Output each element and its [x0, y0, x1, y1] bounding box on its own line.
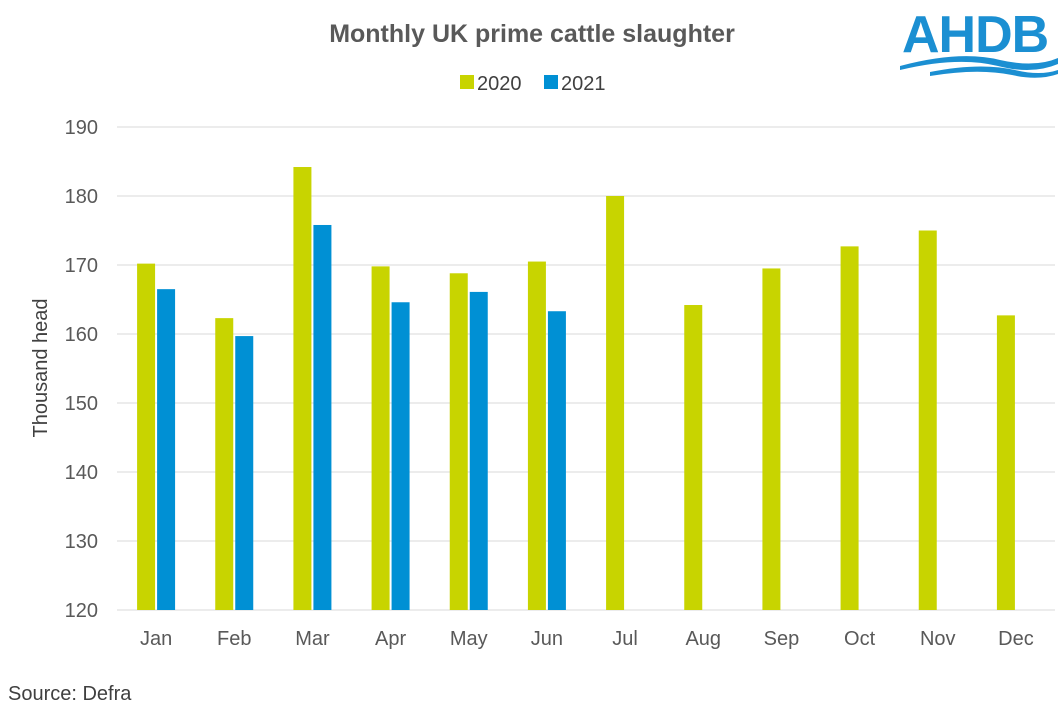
- x-axis-ticks: Jan Feb Mar Apr May Jun Jul Aug Sep Oct Nov Dec: [140, 628, 1034, 650]
- bar-2020-apr: [371, 266, 390, 610]
- x-tick-label: Dec: [998, 628, 1034, 650]
- logo-wave-small-icon: [930, 66, 1058, 78]
- x-tick-label: Apr: [375, 628, 406, 650]
- legend-label-2021: 2021: [561, 73, 606, 95]
- bar-2021-mar: [313, 224, 332, 611]
- source-note: Source: Defra: [8, 683, 132, 705]
- gridlines: [117, 126, 1055, 611]
- y-tick-label: 190: [65, 117, 98, 139]
- x-tick-label: Jun: [531, 628, 563, 650]
- bar-2020-jul: [606, 196, 625, 610]
- ahdb-logo: AHDB: [900, 6, 1058, 78]
- bar-2020-aug: [684, 305, 703, 610]
- y-tick-label: 140: [65, 462, 98, 484]
- legend: 2020 2021: [460, 73, 606, 95]
- x-tick-label: Oct: [844, 628, 876, 650]
- y-tick-label: 180: [65, 186, 98, 208]
- y-axis-ticks: 120 130 140 150 160 170 180 190: [65, 117, 98, 622]
- bar-2020-sep: [762, 268, 781, 610]
- bar-2021-jun: [547, 311, 566, 610]
- bar-2020-oct: [840, 246, 859, 610]
- x-tick-label: Jan: [140, 628, 172, 650]
- legend-label-2020: 2020: [477, 73, 522, 95]
- x-tick-label: Feb: [217, 628, 251, 650]
- y-tick-label: 150: [65, 393, 98, 415]
- y-tick-label: 160: [65, 324, 98, 346]
- y-axis-label: Thousand head: [30, 298, 52, 437]
- x-tick-label: Aug: [685, 628, 721, 650]
- bar-2020-dec: [996, 315, 1015, 610]
- bar-2020-jun: [527, 261, 546, 610]
- bar-2020-jan: [137, 263, 156, 610]
- bar-2021-apr: [391, 302, 410, 610]
- bar-2020-feb: [215, 318, 234, 610]
- x-tick-label: Mar: [295, 628, 330, 650]
- x-tick-label: Nov: [920, 628, 956, 650]
- bar-2021-may: [469, 291, 488, 610]
- bar-2020-mar: [293, 167, 312, 610]
- y-tick-label: 130: [65, 531, 98, 553]
- x-tick-label: Sep: [764, 628, 800, 650]
- legend-swatch-2021: [544, 75, 558, 89]
- logo-wave-icon: [900, 56, 1058, 71]
- y-tick-label: 170: [65, 255, 98, 277]
- bar-2021-feb: [235, 336, 254, 610]
- y-tick-label: 120: [65, 600, 98, 622]
- bar-2020-may: [449, 273, 468, 610]
- chart-title: Monthly UK prime cattle slaughter: [329, 20, 735, 48]
- x-tick-label: May: [450, 628, 488, 650]
- logo-text: AHDB: [902, 6, 1048, 64]
- bars: [137, 167, 1015, 611]
- bar-2021-jan: [157, 289, 176, 610]
- bar-2020-nov: [918, 230, 937, 610]
- x-tick-label: Jul: [612, 628, 638, 650]
- legend-swatch-2020: [460, 75, 474, 89]
